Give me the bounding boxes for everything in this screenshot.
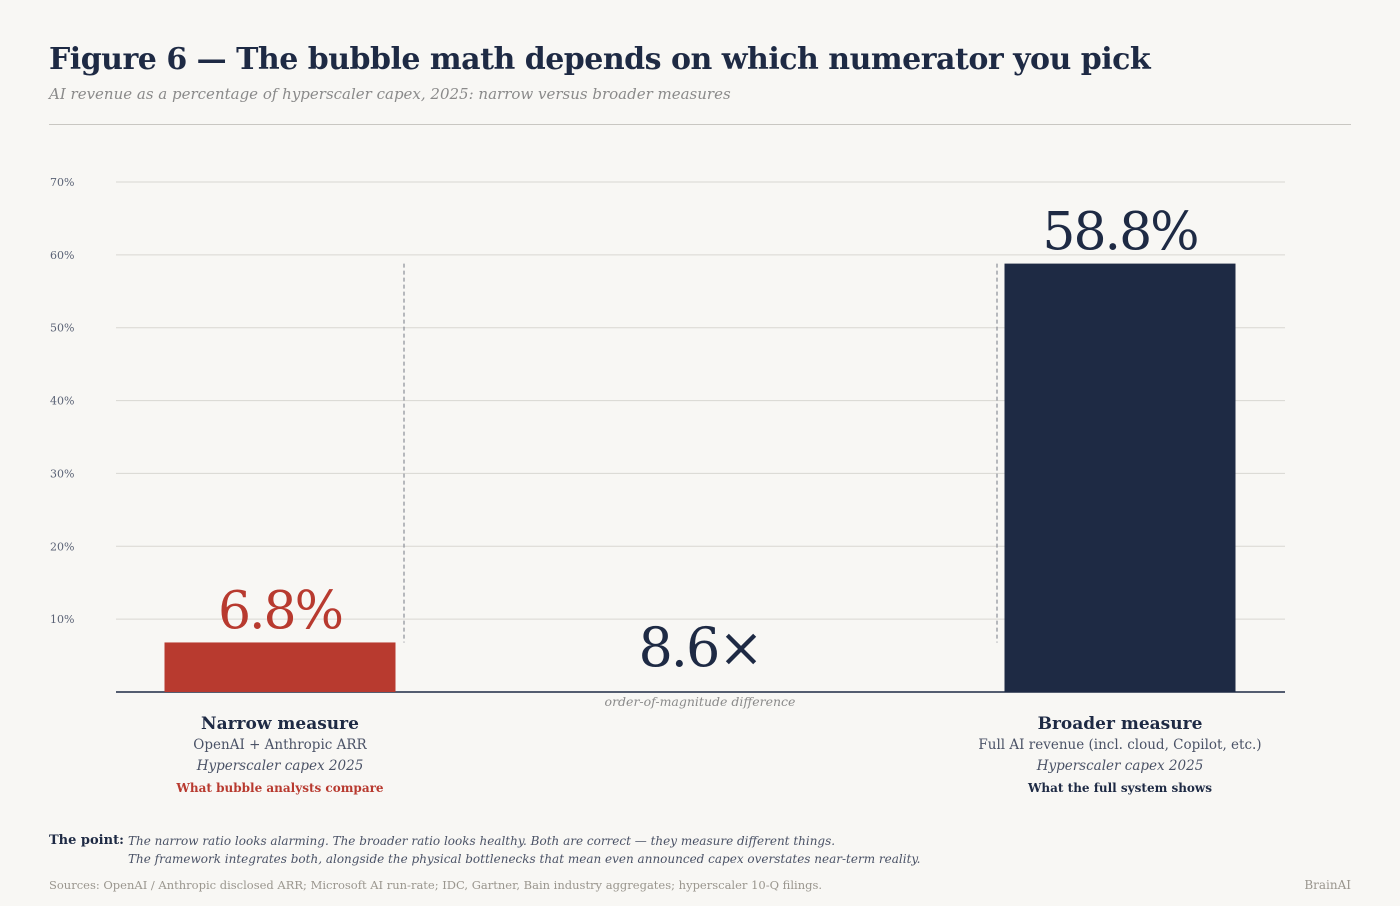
y-tick-label-30: 30% <box>50 467 74 480</box>
chart-subtitle: AI revenue as a percentage of hyperscale… <box>49 85 731 103</box>
narrow-denominator: Hyperscaler capex 2025 <box>196 758 364 774</box>
bar-broader <box>1004 263 1236 692</box>
broader-category-label: Broader measure Full AI revenue (incl. c… <box>950 713 1290 799</box>
narrow-category-name: Narrow measure <box>201 714 359 734</box>
y-tick-label-10: 10% <box>50 613 74 626</box>
y-tick-label-60: 60% <box>50 249 74 262</box>
y-tick-label-40: 40% <box>50 395 74 408</box>
brand-label: BrainAI <box>1304 878 1351 892</box>
broader-tag: What the full system shows <box>1027 781 1213 795</box>
narrow-tag: What bubble analysts compare <box>176 781 384 795</box>
multiplier-annotation: 8.6× <box>638 616 761 679</box>
narrow-category-label: Narrow measure OpenAI + Anthropic ARR Hy… <box>110 713 450 799</box>
bar-chart: 10% 20% 30% 40% 50% 60% 70% 6.8% 58.8% 8.6× order-… <box>50 176 1285 709</box>
multiplier-caption: order-of-magnitude difference <box>605 694 796 709</box>
bar-value-label-narrow: 6.8% <box>218 581 342 641</box>
header-divider <box>49 124 1351 125</box>
sources-note: Sources: OpenAI / Anthropic disclosed AR… <box>49 878 823 892</box>
point-text: The narrow ratio looks alarming. The bro… <box>128 832 920 868</box>
broader-denominator: Hyperscaler capex 2025 <box>1036 758 1204 774</box>
point-line-1: The narrow ratio looks alarming. The bro… <box>128 834 836 848</box>
broader-category-name: Broader measure <box>1037 714 1203 734</box>
y-tick-label-50: 50% <box>50 322 74 335</box>
bar-narrow <box>164 642 396 692</box>
broader-numerator: Full AI revenue (incl. cloud, Copilot, e… <box>978 737 1262 753</box>
y-tick-label-70: 70% <box>50 176 74 189</box>
chart-title: Figure 6 — The bubble math depends on wh… <box>49 42 1151 77</box>
point-label: The point: <box>49 833 124 848</box>
point-line-2: The framework integrates both, alongside… <box>128 852 921 866</box>
y-tick-label-20: 20% <box>50 540 74 553</box>
bar-value-label-broader: 58.8% <box>1042 203 1197 263</box>
narrow-numerator: OpenAI + Anthropic ARR <box>193 737 367 753</box>
